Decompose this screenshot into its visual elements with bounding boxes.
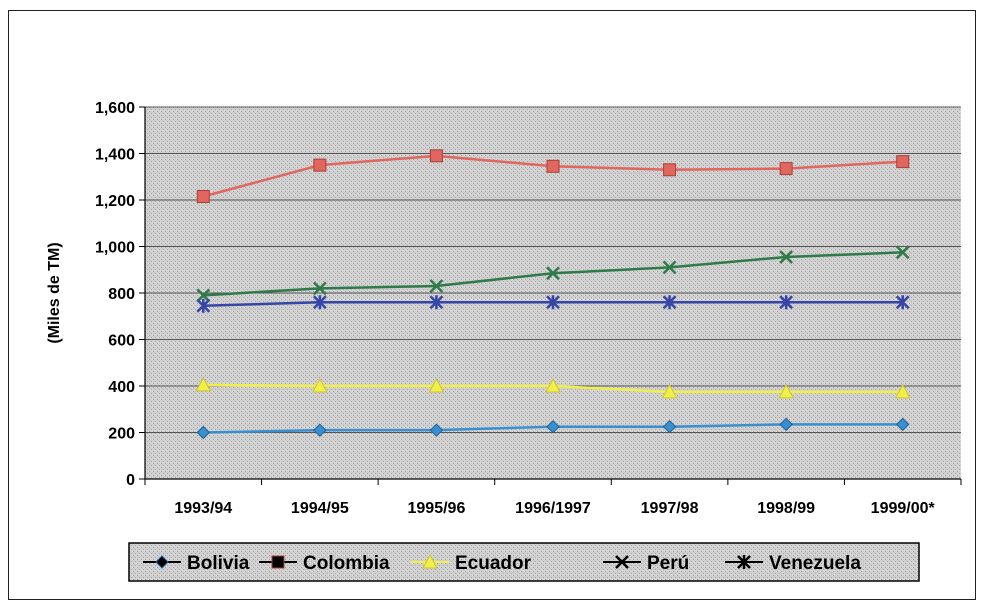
data-point-colombia bbox=[313, 158, 327, 172]
data-point-ecuador bbox=[661, 383, 678, 399]
series-per bbox=[196, 245, 910, 303]
data-point-per bbox=[546, 266, 560, 281]
x-tick-label: 1995/96 bbox=[408, 500, 466, 517]
series-venezuela bbox=[196, 295, 910, 313]
series-group bbox=[195, 149, 911, 440]
legend-marker-bolivia bbox=[155, 555, 169, 569]
data-point-colombia bbox=[663, 163, 677, 177]
data-point-venezuela bbox=[662, 295, 677, 310]
x-tick-labels: 1993/94 1994/95 1995/96 1996/1997 1997/98 199… bbox=[174, 500, 935, 517]
chart-frame: 0 200 400 600 800 1,000 1,200 1,400 1,600 1993/9… bbox=[8, 10, 976, 600]
data-point-venezuela bbox=[429, 295, 444, 310]
legend-label-venezuela: Venezuela bbox=[769, 553, 861, 574]
data-point-colombia bbox=[779, 162, 793, 176]
y-tick-label: 1,000 bbox=[95, 240, 135, 257]
y-axis-label: (Miles de TM) bbox=[46, 242, 63, 343]
legend: Bolivia Colombia Ecuador Perú Venezuela bbox=[128, 542, 920, 582]
y-tick-label: 400 bbox=[108, 379, 135, 396]
y-tick-labels: 0 200 400 600 800 1,000 1,200 1,400 1,600 bbox=[95, 100, 135, 489]
axes bbox=[144, 107, 962, 485]
data-point-per bbox=[312, 281, 327, 296]
data-point-per bbox=[779, 250, 794, 264]
legend-item-colombia: Colombia bbox=[259, 553, 390, 574]
data-point-bolivia bbox=[196, 425, 210, 440]
legend-item-venezuela: Venezuela bbox=[725, 553, 861, 574]
y-tick-label: 0 bbox=[126, 472, 135, 489]
legend-item-ecuador: Ecuador bbox=[411, 553, 532, 574]
x-tick-label: 1996/1997 bbox=[515, 500, 591, 517]
data-point-ecuador bbox=[195, 376, 212, 392]
x-tick-label: 1994/95 bbox=[291, 500, 349, 517]
data-point-venezuela bbox=[546, 295, 560, 310]
data-point-venezuela bbox=[312, 295, 327, 310]
data-point-venezuela bbox=[196, 298, 211, 313]
data-point-per bbox=[662, 260, 677, 275]
data-point-ecuador bbox=[894, 383, 911, 399]
series-bolivia bbox=[196, 417, 910, 440]
data-point-colombia bbox=[429, 149, 443, 163]
legend-label-bolivia: Bolivia bbox=[187, 553, 250, 574]
x-tick-label: 1997/98 bbox=[641, 500, 699, 517]
data-point-colombia bbox=[896, 155, 910, 169]
legend-marker-per bbox=[615, 555, 629, 569]
data-point-bolivia bbox=[546, 419, 560, 434]
legend-label-colombia: Colombia bbox=[303, 553, 390, 574]
x-tick-label: 1993/94 bbox=[174, 500, 232, 517]
legend-label-ecuador: Ecuador bbox=[455, 553, 532, 574]
data-point-colombia bbox=[196, 190, 210, 204]
data-point-bolivia bbox=[313, 423, 327, 437]
data-point-ecuador bbox=[545, 377, 561, 393]
y-tick-label: 1,200 bbox=[95, 193, 135, 210]
data-point-venezuela bbox=[779, 295, 794, 310]
data-point-venezuela bbox=[895, 295, 910, 310]
data-point-bolivia bbox=[429, 423, 444, 437]
data-point-bolivia bbox=[779, 417, 793, 432]
y-tick-label: 1,600 bbox=[95, 100, 135, 117]
legend-marker-venezuela bbox=[737, 555, 751, 569]
data-point-ecuador bbox=[428, 377, 445, 393]
data-point-ecuador bbox=[778, 383, 794, 399]
data-point-per bbox=[895, 245, 910, 260]
y-tick-label: 200 bbox=[108, 426, 135, 443]
data-point-colombia bbox=[546, 159, 560, 173]
legend-marker-colombia bbox=[271, 555, 285, 569]
data-point-ecuador bbox=[312, 377, 328, 393]
data-point-per bbox=[429, 279, 444, 293]
series-ecuador bbox=[195, 376, 911, 399]
x-tick-label: 1998/99 bbox=[757, 500, 815, 517]
data-point-per bbox=[196, 288, 211, 303]
series-colombia bbox=[196, 149, 910, 204]
legend-item-bolivia: Bolivia bbox=[143, 553, 250, 574]
data-point-bolivia bbox=[662, 419, 677, 434]
legend-item-per: Perú bbox=[603, 553, 689, 574]
y-tick-label: 600 bbox=[108, 333, 135, 350]
data-point-bolivia bbox=[896, 417, 910, 432]
line-chart: 0 200 400 600 800 1,000 1,200 1,400 1,600 1993/9… bbox=[46, 100, 962, 582]
y-tick-label: 1,400 bbox=[95, 147, 135, 164]
y-tick-label: 800 bbox=[108, 286, 135, 303]
x-tick-label: 1999/00* bbox=[871, 500, 936, 517]
legend-marker-ecuador bbox=[422, 553, 438, 569]
legend-label-per: Perú bbox=[647, 553, 689, 574]
